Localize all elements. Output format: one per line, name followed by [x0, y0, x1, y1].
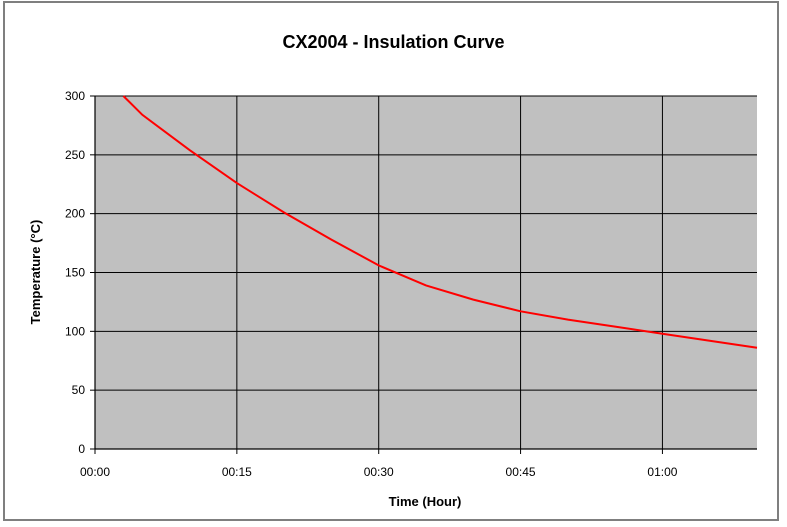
y-axis-label: Temperature (°C) [28, 220, 43, 325]
y-tick-label: 100 [65, 324, 85, 338]
y-tick-label: 150 [65, 266, 85, 280]
y-tick-label: 250 [65, 148, 85, 162]
x-tick-label: 01:00 [647, 465, 677, 479]
y-tick-label: 0 [78, 442, 85, 456]
y-axis-ticks: 0 50 100 150 200 250 300 [65, 89, 95, 456]
series-line [122, 95, 758, 349]
y-tick-label: 200 [65, 207, 85, 221]
x-tick-label: 00:30 [364, 465, 394, 479]
x-axis-label: Time (Hour) [389, 494, 462, 509]
y-tick-label: 300 [65, 89, 85, 103]
y-tick-label: 50 [72, 383, 86, 397]
grid-lines [95, 95, 757, 449]
x-tick-label: 00:45 [506, 465, 536, 479]
x-axis-ticks: 00:00 00:15 00:30 00:45 01:00 [80, 449, 678, 479]
chart-title: CX2004 - Insulation Curve [282, 32, 505, 52]
x-tick-label: 00:15 [222, 465, 252, 479]
x-tick-label: 00:00 [80, 465, 110, 479]
